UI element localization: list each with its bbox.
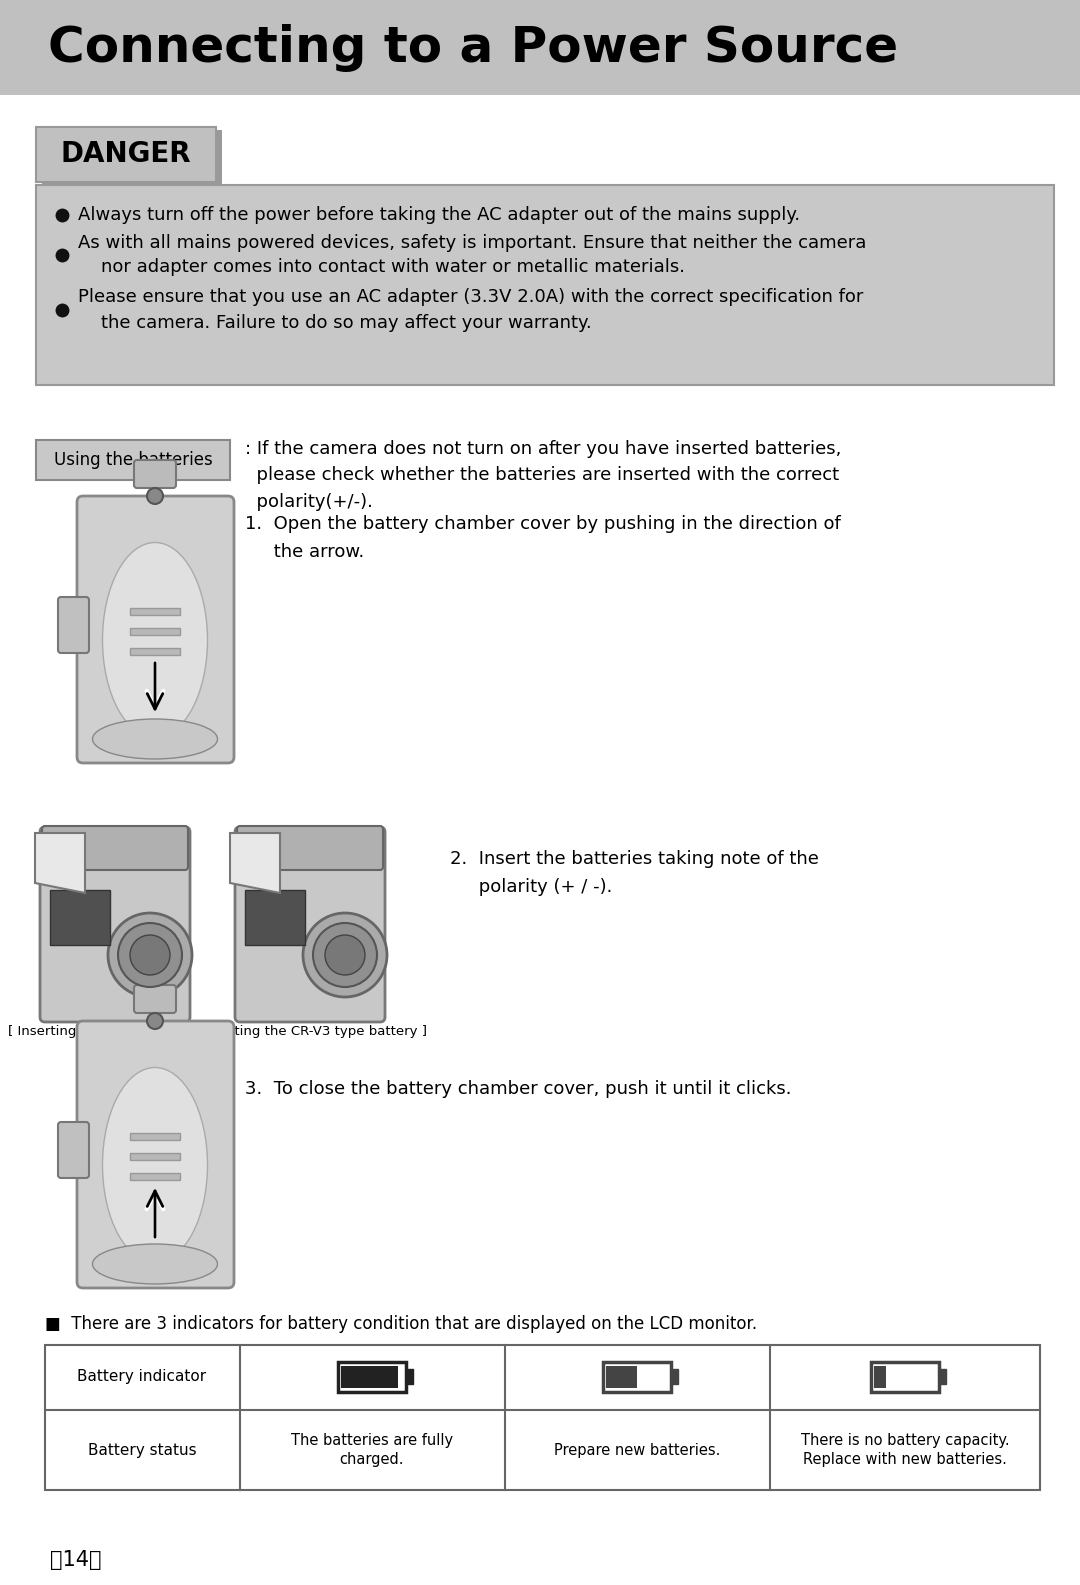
FancyBboxPatch shape: [134, 460, 176, 488]
Bar: [36, 185, 1054, 385]
Bar: [870, 1362, 939, 1392]
Polygon shape: [230, 834, 280, 892]
FancyBboxPatch shape: [77, 496, 234, 762]
Text: [ Inserting the AA type battery ]: [ Inserting the AA type battery ]: [8, 1025, 222, 1038]
Bar: [874, 1366, 886, 1388]
Bar: [341, 1366, 399, 1388]
FancyBboxPatch shape: [235, 827, 384, 1022]
Polygon shape: [35, 834, 85, 892]
Bar: [36, 127, 216, 182]
FancyBboxPatch shape: [42, 826, 188, 870]
Ellipse shape: [93, 1244, 217, 1284]
Text: 1.  Open the battery chamber cover by pushing in the direction of
     the arrow: 1. Open the battery chamber cover by pus…: [245, 515, 840, 561]
Text: Battery status: Battery status: [87, 1442, 197, 1458]
Bar: [45, 1346, 1040, 1490]
Ellipse shape: [93, 720, 217, 759]
Bar: [406, 1369, 413, 1384]
Bar: [245, 891, 305, 945]
Circle shape: [118, 922, 183, 987]
Text: Always turn off the power before taking the AC adapter out of the mains supply.: Always turn off the power before taking …: [78, 206, 800, 223]
Circle shape: [303, 913, 387, 997]
Circle shape: [130, 935, 170, 975]
Bar: [36, 441, 230, 480]
Circle shape: [147, 1013, 163, 1029]
FancyBboxPatch shape: [40, 827, 190, 1022]
Circle shape: [325, 935, 365, 975]
Text: ■  There are 3 indicators for battery condition that are displayed on the LCD mo: ■ There are 3 indicators for battery con…: [45, 1316, 757, 1333]
Bar: [130, 1152, 180, 1160]
Circle shape: [108, 913, 192, 997]
Text: Battery indicator: Battery indicator: [78, 1369, 206, 1385]
Text: Prepare new batteries.: Prepare new batteries.: [554, 1442, 720, 1458]
Text: DANGER: DANGER: [60, 139, 191, 168]
Ellipse shape: [103, 542, 207, 737]
Bar: [130, 648, 180, 655]
Bar: [130, 1173, 180, 1179]
Bar: [338, 1362, 406, 1392]
Bar: [671, 1369, 678, 1384]
Text: Connecting to a Power Source: Connecting to a Power Source: [48, 24, 899, 71]
Text: There is no battery capacity.
Replace with new batteries.: There is no battery capacity. Replace wi…: [800, 1433, 1010, 1468]
Bar: [130, 1133, 180, 1140]
FancyBboxPatch shape: [134, 984, 176, 1013]
Bar: [606, 1366, 637, 1388]
Circle shape: [147, 488, 163, 504]
Text: [ Inserting the CR-V3 type battery ]: [ Inserting the CR-V3 type battery ]: [192, 1025, 428, 1038]
FancyBboxPatch shape: [237, 826, 383, 870]
FancyBboxPatch shape: [77, 1021, 234, 1289]
Bar: [130, 628, 180, 636]
Bar: [50, 891, 110, 945]
Bar: [130, 609, 180, 615]
Text: 2.  Insert the batteries taking note of the
     polarity (+ / -).: 2. Insert the batteries taking note of t…: [450, 850, 819, 896]
Bar: [603, 1362, 671, 1392]
FancyBboxPatch shape: [58, 1122, 89, 1178]
Bar: [42, 130, 222, 185]
Text: 3.  To close the battery chamber cover, push it until it clicks.: 3. To close the battery chamber cover, p…: [245, 1079, 792, 1098]
Text: The batteries are fully
charged.: The batteries are fully charged.: [291, 1433, 454, 1468]
Bar: [0, 0, 1080, 95]
Ellipse shape: [103, 1068, 207, 1263]
Text: Please ensure that you use an AC adapter (3.3V 2.0A) with the correct specificat: Please ensure that you use an AC adapter…: [78, 288, 863, 331]
Bar: [939, 1369, 946, 1384]
Circle shape: [313, 922, 377, 987]
Text: : If the camera does not turn on after you have inserted batteries,
  please che: : If the camera does not turn on after y…: [245, 441, 841, 510]
FancyBboxPatch shape: [58, 598, 89, 653]
Text: As with all mains powered devices, safety is important. Ensure that neither the : As with all mains powered devices, safet…: [78, 233, 866, 276]
Text: 〈14〉: 〈14〉: [50, 1550, 102, 1571]
Text: Using the batteries: Using the batteries: [54, 452, 213, 469]
